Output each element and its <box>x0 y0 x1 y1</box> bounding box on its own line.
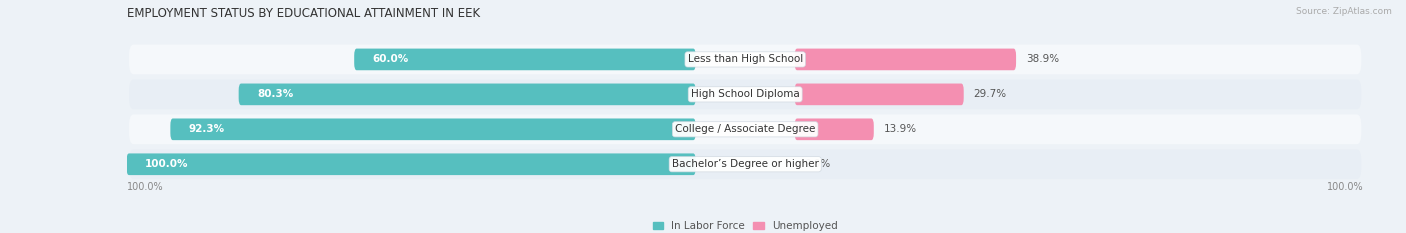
Text: 0.0%: 0.0% <box>804 159 831 169</box>
Text: 80.3%: 80.3% <box>257 89 294 99</box>
FancyBboxPatch shape <box>794 48 1017 70</box>
Text: Source: ZipAtlas.com: Source: ZipAtlas.com <box>1296 7 1392 16</box>
Text: 92.3%: 92.3% <box>188 124 225 134</box>
FancyBboxPatch shape <box>794 83 963 105</box>
FancyBboxPatch shape <box>129 114 1361 144</box>
FancyBboxPatch shape <box>127 153 696 175</box>
Text: High School Diploma: High School Diploma <box>690 89 800 99</box>
FancyBboxPatch shape <box>239 83 696 105</box>
Text: 100.0%: 100.0% <box>1327 182 1364 192</box>
FancyBboxPatch shape <box>129 79 1361 109</box>
Text: 100.0%: 100.0% <box>127 182 163 192</box>
Legend: In Labor Force, Unemployed: In Labor Force, Unemployed <box>648 217 842 233</box>
FancyBboxPatch shape <box>129 149 1361 179</box>
Text: 38.9%: 38.9% <box>1026 55 1059 64</box>
FancyBboxPatch shape <box>794 118 873 140</box>
Text: Less than High School: Less than High School <box>688 55 803 64</box>
Text: 60.0%: 60.0% <box>373 55 409 64</box>
FancyBboxPatch shape <box>129 45 1361 74</box>
Text: College / Associate Degree: College / Associate Degree <box>675 124 815 134</box>
Text: Bachelor’s Degree or higher: Bachelor’s Degree or higher <box>672 159 818 169</box>
Text: 29.7%: 29.7% <box>973 89 1007 99</box>
Text: 100.0%: 100.0% <box>145 159 188 169</box>
Text: 13.9%: 13.9% <box>884 124 917 134</box>
Text: EMPLOYMENT STATUS BY EDUCATIONAL ATTAINMENT IN EEK: EMPLOYMENT STATUS BY EDUCATIONAL ATTAINM… <box>127 7 479 20</box>
FancyBboxPatch shape <box>170 118 696 140</box>
FancyBboxPatch shape <box>354 48 696 70</box>
